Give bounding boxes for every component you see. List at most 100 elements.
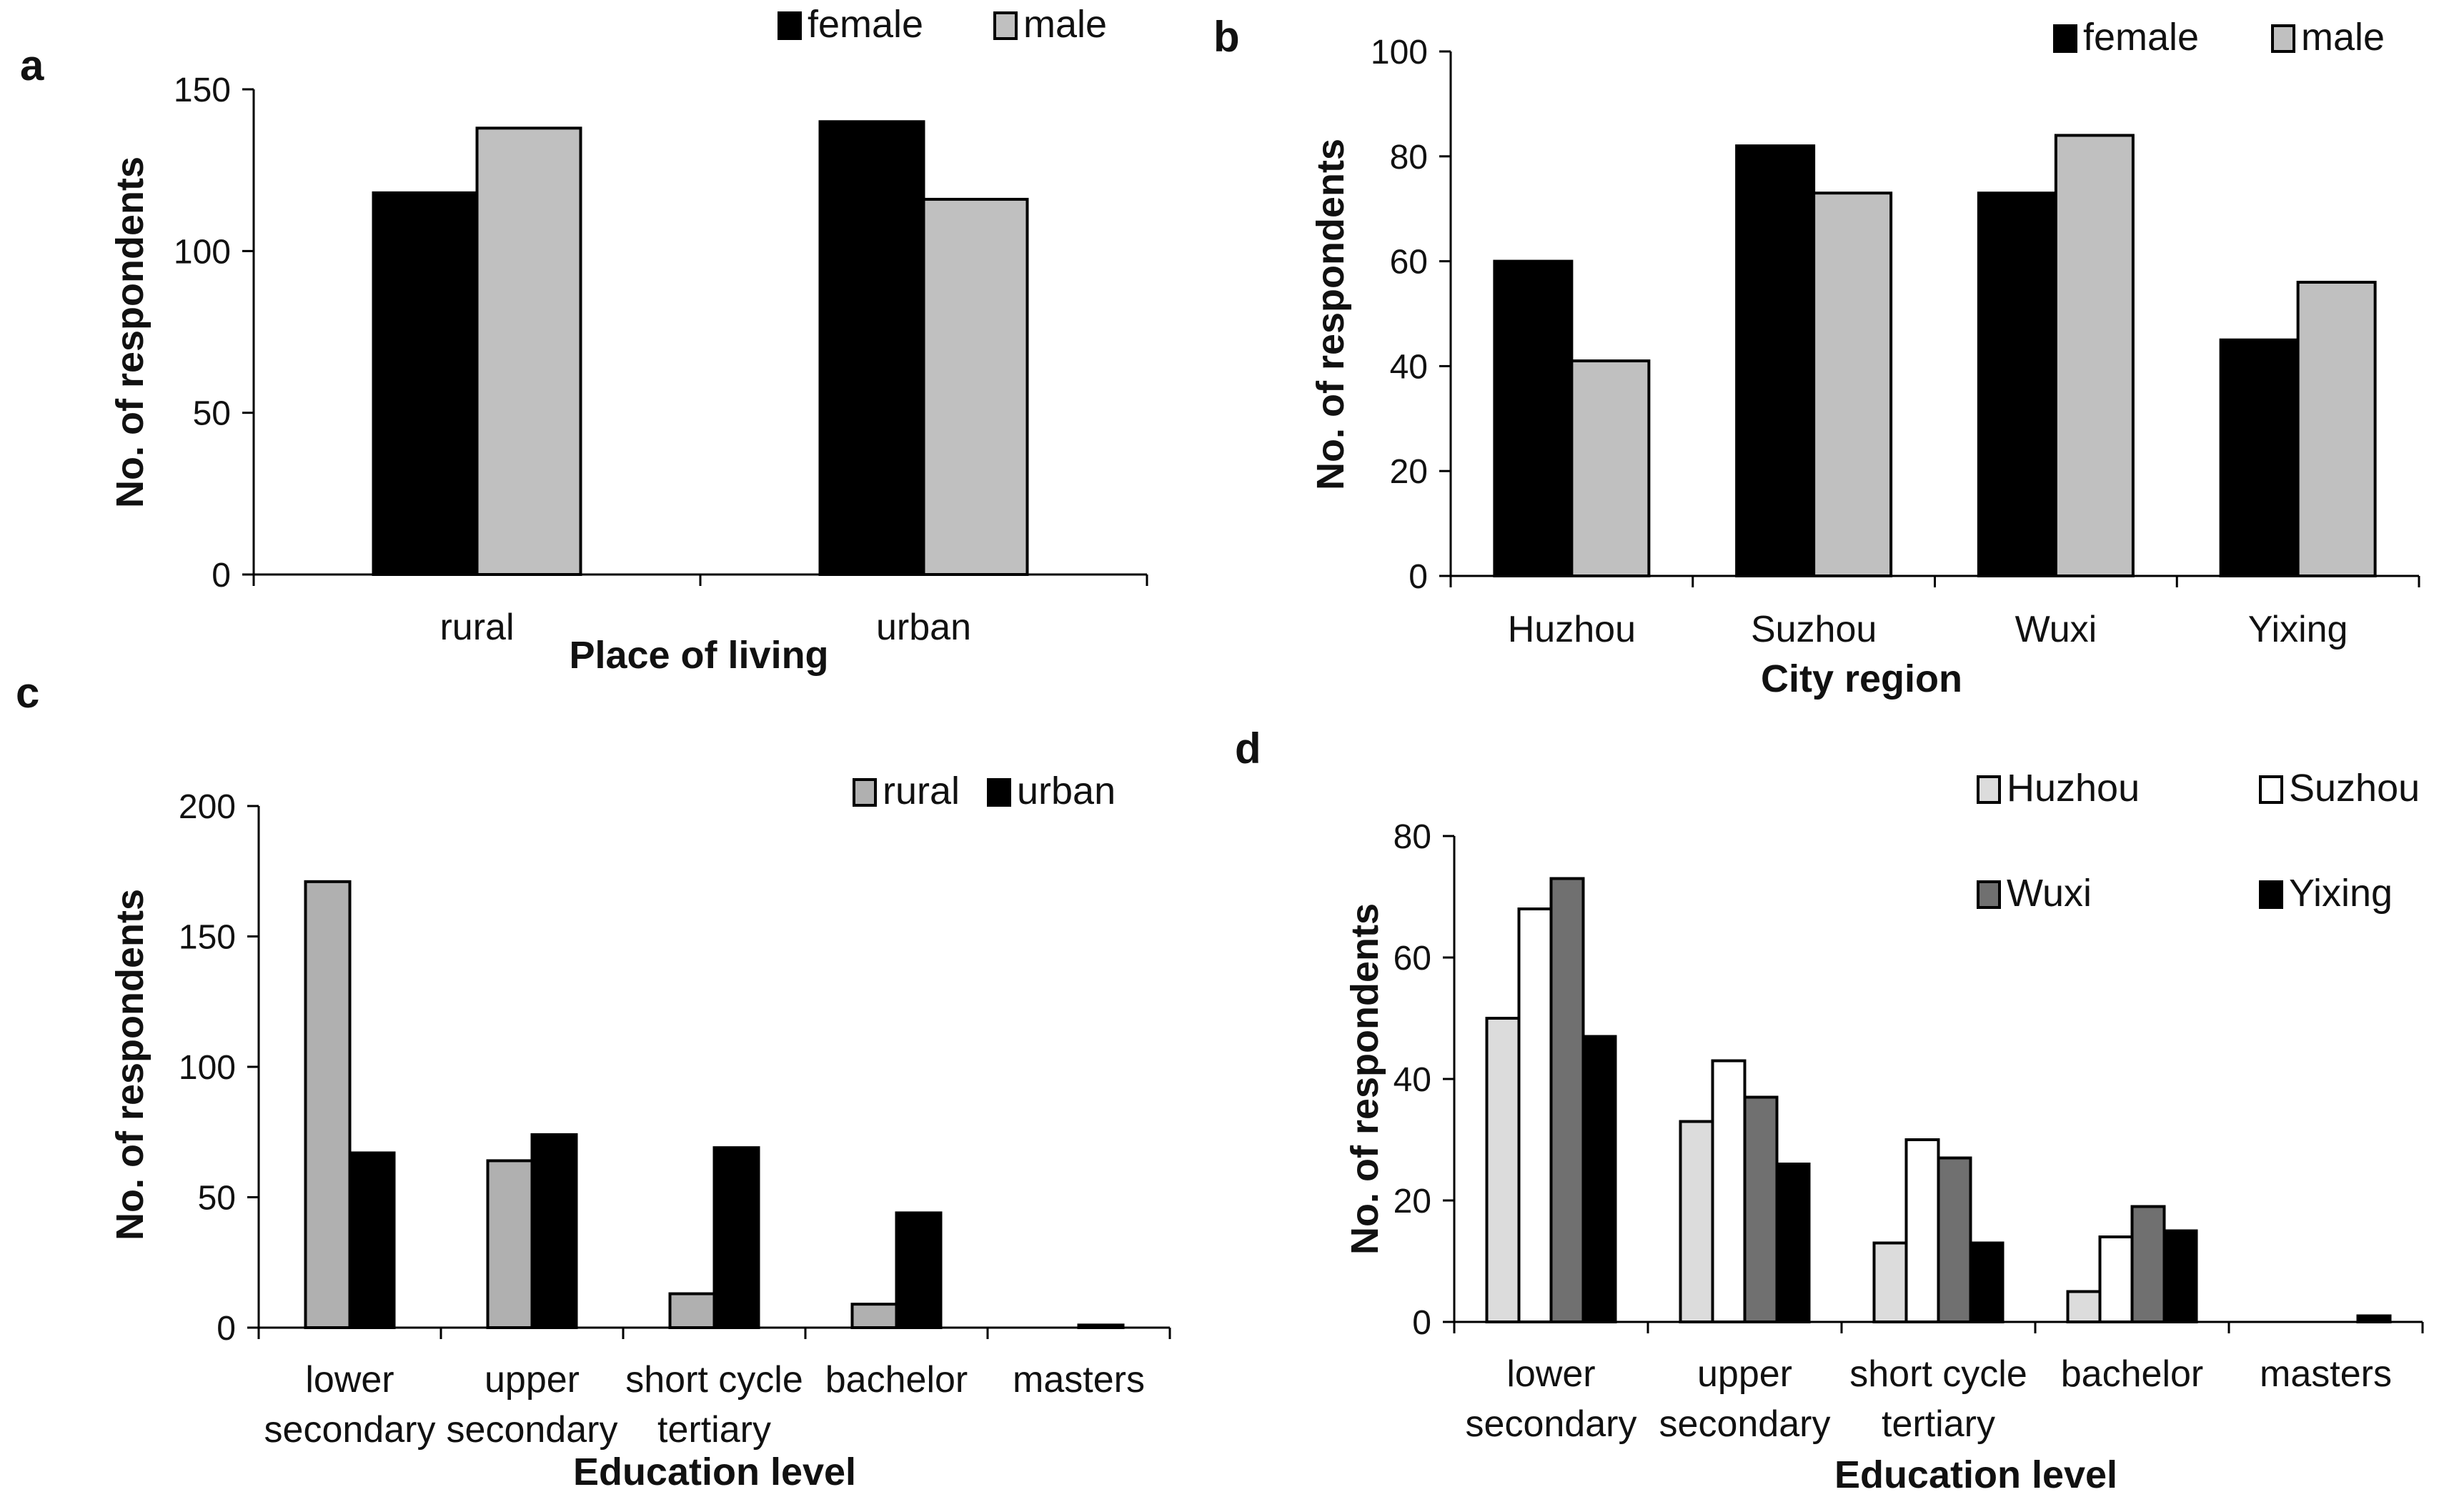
y-axis-title: No. of respondents — [1309, 139, 1352, 490]
x-category-label: Yixing — [2248, 609, 2348, 650]
legend-label: male — [1023, 3, 1107, 46]
bar-male — [2054, 134, 2135, 577]
x-category-label: short cycle tertiary — [625, 1359, 803, 1451]
bar-yixing — [2162, 1229, 2198, 1323]
legend-label: male — [2301, 16, 2385, 59]
chart-panel-b: 0 20 40 60 80 100 Huzhou Suzhou Wuxi Yixing City r… — [1309, 16, 2420, 700]
bar-rural — [304, 880, 352, 1329]
y-tick-label: 50 — [198, 1180, 236, 1218]
y-tick-label: 40 — [1394, 1061, 1431, 1099]
legend-swatch — [2053, 24, 2077, 53]
bar-urban — [530, 1133, 578, 1330]
panel-letter-c: c — [16, 669, 39, 717]
legend-swatch — [1977, 775, 2001, 804]
bar-rural — [668, 1292, 716, 1330]
y-tick-label: 150 — [179, 919, 236, 957]
x-category-label: upper secondary — [447, 1359, 618, 1451]
bar-wuxi — [2130, 1205, 2166, 1323]
bar-wuxi — [1743, 1095, 1779, 1323]
bar-yixing — [1775, 1163, 1811, 1323]
x-axis-title: City region — [1761, 657, 1962, 700]
bar-suzhou — [1517, 907, 1553, 1323]
bar-yixing — [1969, 1241, 2005, 1323]
y-tick-label: 50 — [193, 395, 231, 433]
y-tick-label: 0 — [212, 557, 231, 595]
y-tick-label: 200 — [179, 788, 236, 826]
bar-male — [2296, 280, 2377, 577]
legend-swatch — [993, 11, 1018, 40]
bar-male — [475, 126, 582, 576]
x-axis-title: Place of living — [569, 634, 828, 677]
bar-female — [1493, 259, 1574, 577]
x-category-label: bachelor — [825, 1359, 968, 1401]
x-category-label: Wuxi — [2015, 609, 2097, 650]
y-tick-label: 0 — [217, 1310, 236, 1348]
legend-label: Yixing — [2289, 872, 2393, 915]
legend-label: Wuxi — [2007, 872, 2092, 915]
x-axis-title: Education level — [1834, 1453, 2117, 1496]
x-category-label: upper secondary — [1659, 1353, 1831, 1445]
legend-swatch — [778, 11, 802, 40]
legend-label: female — [808, 3, 923, 46]
chart-panel-a: 0 50 100 150 rural urban Place of living No. of… — [109, 3, 1148, 677]
legend-label: urban — [1017, 770, 1116, 812]
legend-label: Huzhou — [2007, 767, 2140, 810]
y-axis-title: No. of respondents — [109, 156, 151, 508]
legend-swatch — [987, 778, 1011, 807]
bar-male — [1812, 192, 1893, 577]
bar-female — [1735, 144, 1816, 577]
x-category-label: short cycle tertiary — [1849, 1353, 2027, 1445]
y-tick-label: 80 — [1390, 139, 1428, 176]
y-tick-label: 60 — [1390, 244, 1428, 282]
bar-huzhou — [2066, 1290, 2102, 1323]
bar-yixing — [2356, 1314, 2392, 1323]
legend-label: rural — [883, 770, 960, 812]
y-tick-label: 20 — [1390, 453, 1428, 491]
bar-urban — [895, 1211, 943, 1330]
bar-wuxi — [1937, 1156, 1972, 1323]
y-tick-label: 100 — [179, 1049, 236, 1087]
y-axis-title: No. of respondents — [1343, 903, 1386, 1255]
charts-layer: 0 50 100 150 rural urban Place of living No. of… — [109, 3, 2424, 1496]
x-category-label: lower secondary — [264, 1359, 436, 1451]
legend-label: Suzhou — [2289, 767, 2420, 810]
x-category-label: urban — [876, 607, 971, 648]
bar-female — [1977, 192, 2057, 577]
panel-letter-b: b — [1213, 13, 1240, 61]
bar-female — [2219, 338, 2300, 577]
y-tick-label: 150 — [174, 71, 231, 109]
y-tick-label: 100 — [174, 233, 231, 271]
x-category-label: Huzhou — [1508, 609, 1636, 650]
x-category-label: bachelor — [2061, 1353, 2203, 1395]
legend-label: female — [2083, 16, 2199, 59]
bar-urban — [1077, 1323, 1125, 1329]
y-tick-label: 40 — [1390, 348, 1428, 386]
y-tick-label: 0 — [1409, 558, 1428, 596]
bar-yixing — [1581, 1035, 1617, 1323]
bar-huzhou — [1485, 1017, 1521, 1323]
legend-swatch — [2259, 775, 2283, 804]
bar-huzhou — [1872, 1241, 1908, 1323]
bar-rural — [850, 1303, 898, 1330]
bar-wuxi — [1549, 877, 1585, 1323]
legend-swatch — [2271, 24, 2295, 53]
bar-rural — [486, 1159, 534, 1330]
x-category-label: masters — [1013, 1359, 1145, 1401]
legend-swatch — [2259, 880, 2283, 909]
y-tick-label: 100 — [1371, 34, 1428, 71]
legend: Huzhou Suzhou Wuxi Yixing — [1977, 767, 2420, 915]
y-tick-label: 80 — [1394, 818, 1431, 856]
bar-urban — [348, 1151, 396, 1329]
y-axis-title: No. of respondents — [109, 889, 151, 1240]
legend-swatch — [1977, 880, 2001, 909]
legend: rural urban — [853, 770, 1116, 812]
y-tick-label: 20 — [1394, 1183, 1431, 1220]
bar-suzhou — [1904, 1138, 1940, 1323]
bar-suzhou — [2098, 1235, 2134, 1323]
legend-swatch — [853, 778, 877, 807]
x-category-label: masters — [2260, 1353, 2392, 1395]
x-axis-title: Education level — [573, 1451, 856, 1493]
